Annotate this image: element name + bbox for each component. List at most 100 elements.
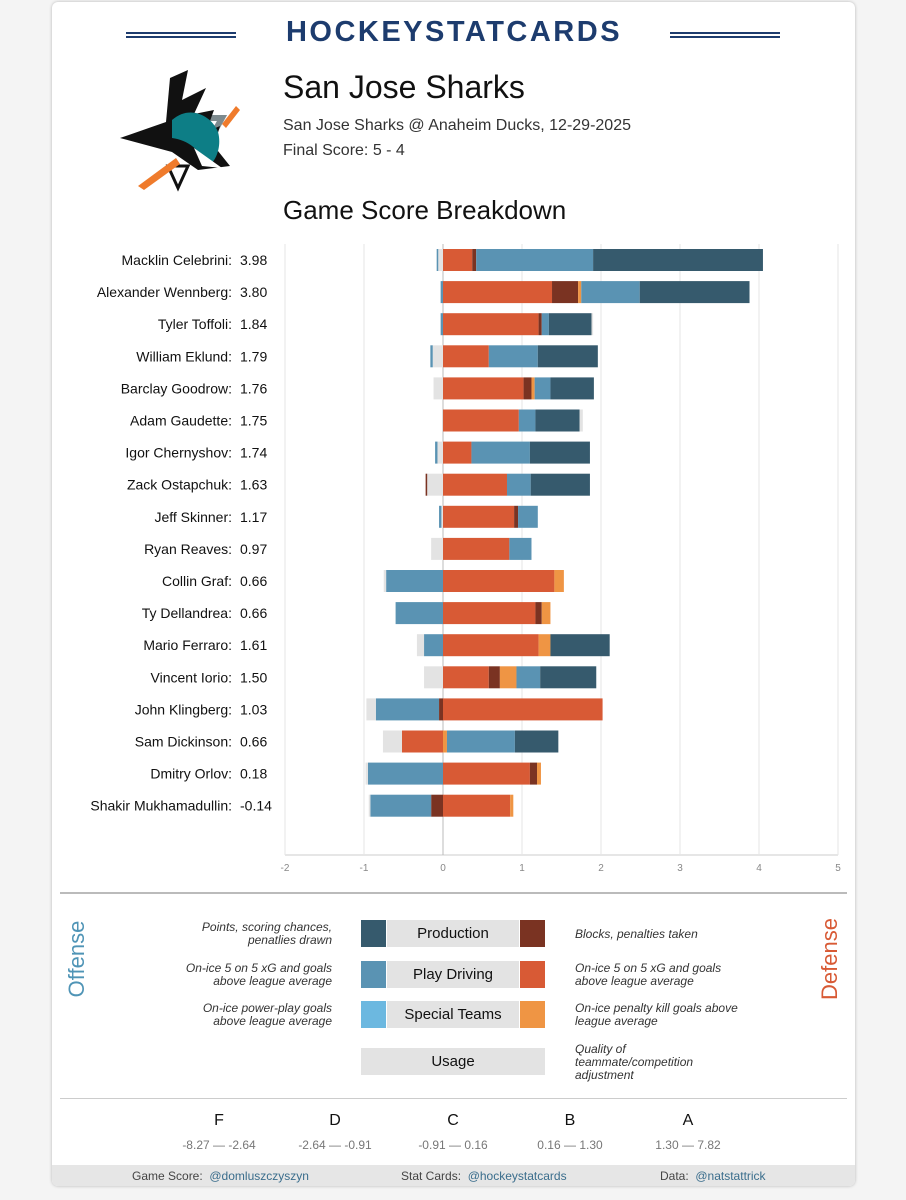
- bar-segment-usage: [579, 409, 583, 432]
- bar-segment-play_driving_off: [446, 730, 515, 753]
- bar-segment-special_teams_def: [510, 794, 514, 817]
- bar-segment-usage: [441, 505, 443, 528]
- bar-segment-production_off: [529, 441, 590, 464]
- matchup: San Jose Sharks @ Anaheim Ducks, 12-29-2…: [283, 117, 631, 134]
- bar-segment-production_def: [529, 762, 538, 785]
- bar-segment-play_driving_off: [488, 345, 538, 368]
- player-name: Adam Gaudette:: [130, 413, 232, 429]
- legend-divider-top: [60, 892, 847, 894]
- grade-d: D -2.64 — -0.91: [280, 1112, 390, 1152]
- player-game-score: -0.14: [240, 798, 272, 814]
- x-tick-label: 3: [677, 863, 683, 874]
- legend-divider-bottom: [60, 1098, 847, 1099]
- player-name: Vincent Iorio:: [151, 669, 232, 685]
- bar-segment-play_driving_def: [443, 698, 603, 721]
- bar-segment-usage: [416, 634, 425, 657]
- bar-segment-production_off: [550, 634, 610, 657]
- player-name: Shakir Mukhamadullin:: [90, 798, 232, 814]
- player-name: Barclay Goodrow:: [121, 380, 232, 396]
- bar-segment-play_driving_def: [443, 249, 473, 271]
- player-game-score: 1.76: [240, 380, 267, 396]
- player-game-score: 1.74: [240, 445, 267, 461]
- data-label: Data:: [660, 1169, 689, 1183]
- x-tick-label: -2: [281, 863, 290, 874]
- bar-segment-play_driving_def: [443, 409, 519, 432]
- bar-segment-play_driving_def: [443, 505, 515, 528]
- bar-segment-usage: [383, 570, 387, 592]
- production-defense-swatch: [520, 920, 545, 947]
- grade-letter: A: [682, 1112, 694, 1129]
- bar-segment-play_driving_def: [443, 473, 507, 496]
- special-teams-category: Special Teams: [387, 1001, 519, 1028]
- grade-letter: B: [564, 1112, 576, 1129]
- brand-line-left: [126, 32, 236, 38]
- player-name: Alexander Wennberg:: [97, 284, 232, 300]
- player-name: John Klingberg:: [135, 701, 232, 717]
- special-teams-defense-desc: On-ice penalty kill goals above league a…: [575, 1001, 738, 1028]
- bar-segment-play_driving_def: [443, 281, 553, 304]
- bar-segment-special_teams_def: [578, 281, 582, 304]
- player-game-score: 0.66: [240, 605, 267, 621]
- x-tick-label: 0: [440, 863, 446, 874]
- player-game-score: 1.50: [240, 669, 267, 685]
- bar-segment-special_teams_def: [443, 730, 447, 753]
- bar-segment-special_teams_def: [499, 666, 517, 689]
- grade-range: 1.30 — 7.82: [655, 1138, 721, 1152]
- grade-range: 0.16 — 1.30: [537, 1138, 603, 1152]
- bar-segment-play_driving_def: [443, 377, 524, 400]
- play-driving-offense-desc: On-ice 5 on 5 xG and goals above league …: [185, 961, 332, 988]
- usage-desc: Quality of teammate/competition adjustme…: [575, 1042, 694, 1082]
- game-score-label: Game Score:: [132, 1169, 203, 1183]
- bar-segment-play_driving_off: [395, 602, 443, 625]
- x-tick-label: 4: [756, 863, 762, 874]
- bar-segment-play_driving_def: [443, 634, 539, 657]
- data-handle[interactable]: @natstattrick: [695, 1169, 766, 1183]
- player-name: Jeff Skinner:: [154, 509, 232, 525]
- game-score-handle[interactable]: @domluszczyszyn: [209, 1169, 309, 1183]
- player-game-score: 1.79: [240, 348, 267, 364]
- player-game-score: 3.98: [240, 252, 267, 268]
- bar-segment-special_teams_def: [554, 570, 564, 592]
- player-name: Mario Ferraro:: [143, 637, 232, 653]
- stat-cards-label: Stat Cards:: [401, 1169, 462, 1183]
- bar-segment-production_def: [523, 377, 532, 400]
- production-offense-swatch: [361, 920, 386, 947]
- bar-segment-production_off: [530, 473, 590, 496]
- bar-segment-play_driving_off: [541, 313, 549, 336]
- bar-segment-production_off: [537, 345, 598, 368]
- bar-segment-play_driving_off: [471, 441, 530, 464]
- bar-segment-play_driving_off: [506, 473, 531, 496]
- bar-segment-production_def: [431, 794, 443, 817]
- brand-line-right: [670, 32, 780, 38]
- grade-b: B 0.16 — 1.30: [515, 1112, 625, 1152]
- bar-segment-usage: [366, 698, 376, 721]
- x-tick-label: 2: [598, 863, 604, 874]
- bar-segment-play_driving_off: [424, 634, 443, 657]
- bar-segment-play_driving_off: [476, 249, 594, 271]
- bar-segment-usage: [437, 441, 443, 464]
- player-game-score: 1.03: [240, 701, 267, 717]
- bar-segment-production_off: [550, 377, 594, 400]
- player-game-score: 0.66: [240, 573, 267, 589]
- bar-segment-production_off: [639, 281, 750, 304]
- bar-segment-usage: [368, 794, 371, 817]
- player-game-score: 1.75: [240, 413, 267, 429]
- player-game-score: 1.17: [240, 509, 267, 525]
- stat-cards-handle[interactable]: @hockeystatcards: [467, 1169, 567, 1183]
- player-name: Ty Dellandrea:: [142, 605, 232, 621]
- bar-segment-usage: [433, 377, 443, 400]
- grade-letter: C: [447, 1112, 459, 1129]
- brand-title: HOCKEYSTATCARDS: [285, 16, 623, 48]
- bar-segment-special_teams_def: [531, 377, 535, 400]
- defense-label: Defense: [817, 918, 842, 1000]
- player-name: Ryan Reaves:: [144, 541, 232, 557]
- player-game-score: 1.63: [240, 477, 267, 493]
- bar-segment-play_driving_off: [375, 698, 440, 721]
- play-driving-defense-swatch: [520, 961, 545, 988]
- grade-f: F -8.27 — -2.64: [164, 1112, 274, 1152]
- bar-segment-usage: [365, 762, 368, 785]
- final-score: Final Score: 5 - 4: [283, 142, 405, 159]
- bar-segment-production_off: [514, 730, 559, 753]
- bar-segment-play_driving_off: [439, 505, 442, 528]
- bar-segment-play_driving_def: [443, 345, 489, 368]
